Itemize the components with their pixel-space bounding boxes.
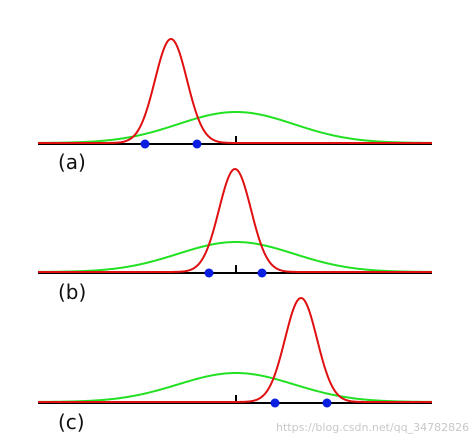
data-point [257, 268, 267, 278]
data-point [192, 139, 202, 149]
panel-label: (a) [58, 150, 86, 174]
data-point [204, 268, 214, 278]
panel-label: (b) [58, 280, 86, 304]
green-curve [37, 111, 433, 144]
data-point [322, 398, 332, 408]
green-curve [38, 241, 433, 273]
red-curve [38, 167, 432, 273]
panel-label: (c) [58, 410, 85, 434]
green-curve [38, 372, 432, 403]
red-curve [38, 37, 432, 144]
watermark: https://blog.csdn.net/qq_34782826 [276, 421, 469, 434]
red-curve [38, 296, 432, 403]
data-point [270, 398, 280, 408]
data-point [140, 139, 150, 149]
